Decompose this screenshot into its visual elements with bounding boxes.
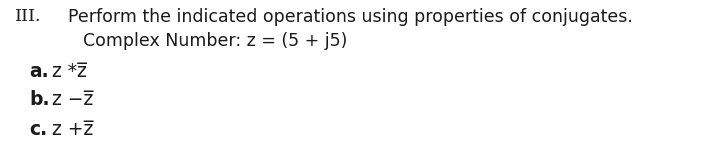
Text: Perform the indicated operations using properties of conjugates.: Perform the indicated operations using p… <box>68 8 633 26</box>
Text: Complex Number: z = (5 + j5): Complex Number: z = (5 + j5) <box>83 32 347 50</box>
Text: III.: III. <box>15 8 42 25</box>
Text: z −z̅: z −z̅ <box>52 90 94 109</box>
Text: a.: a. <box>29 62 49 81</box>
Text: z *z̅: z *z̅ <box>52 62 86 81</box>
Text: b.: b. <box>29 90 50 109</box>
Text: z +z̅: z +z̅ <box>52 120 94 139</box>
Text: c.: c. <box>29 120 47 139</box>
